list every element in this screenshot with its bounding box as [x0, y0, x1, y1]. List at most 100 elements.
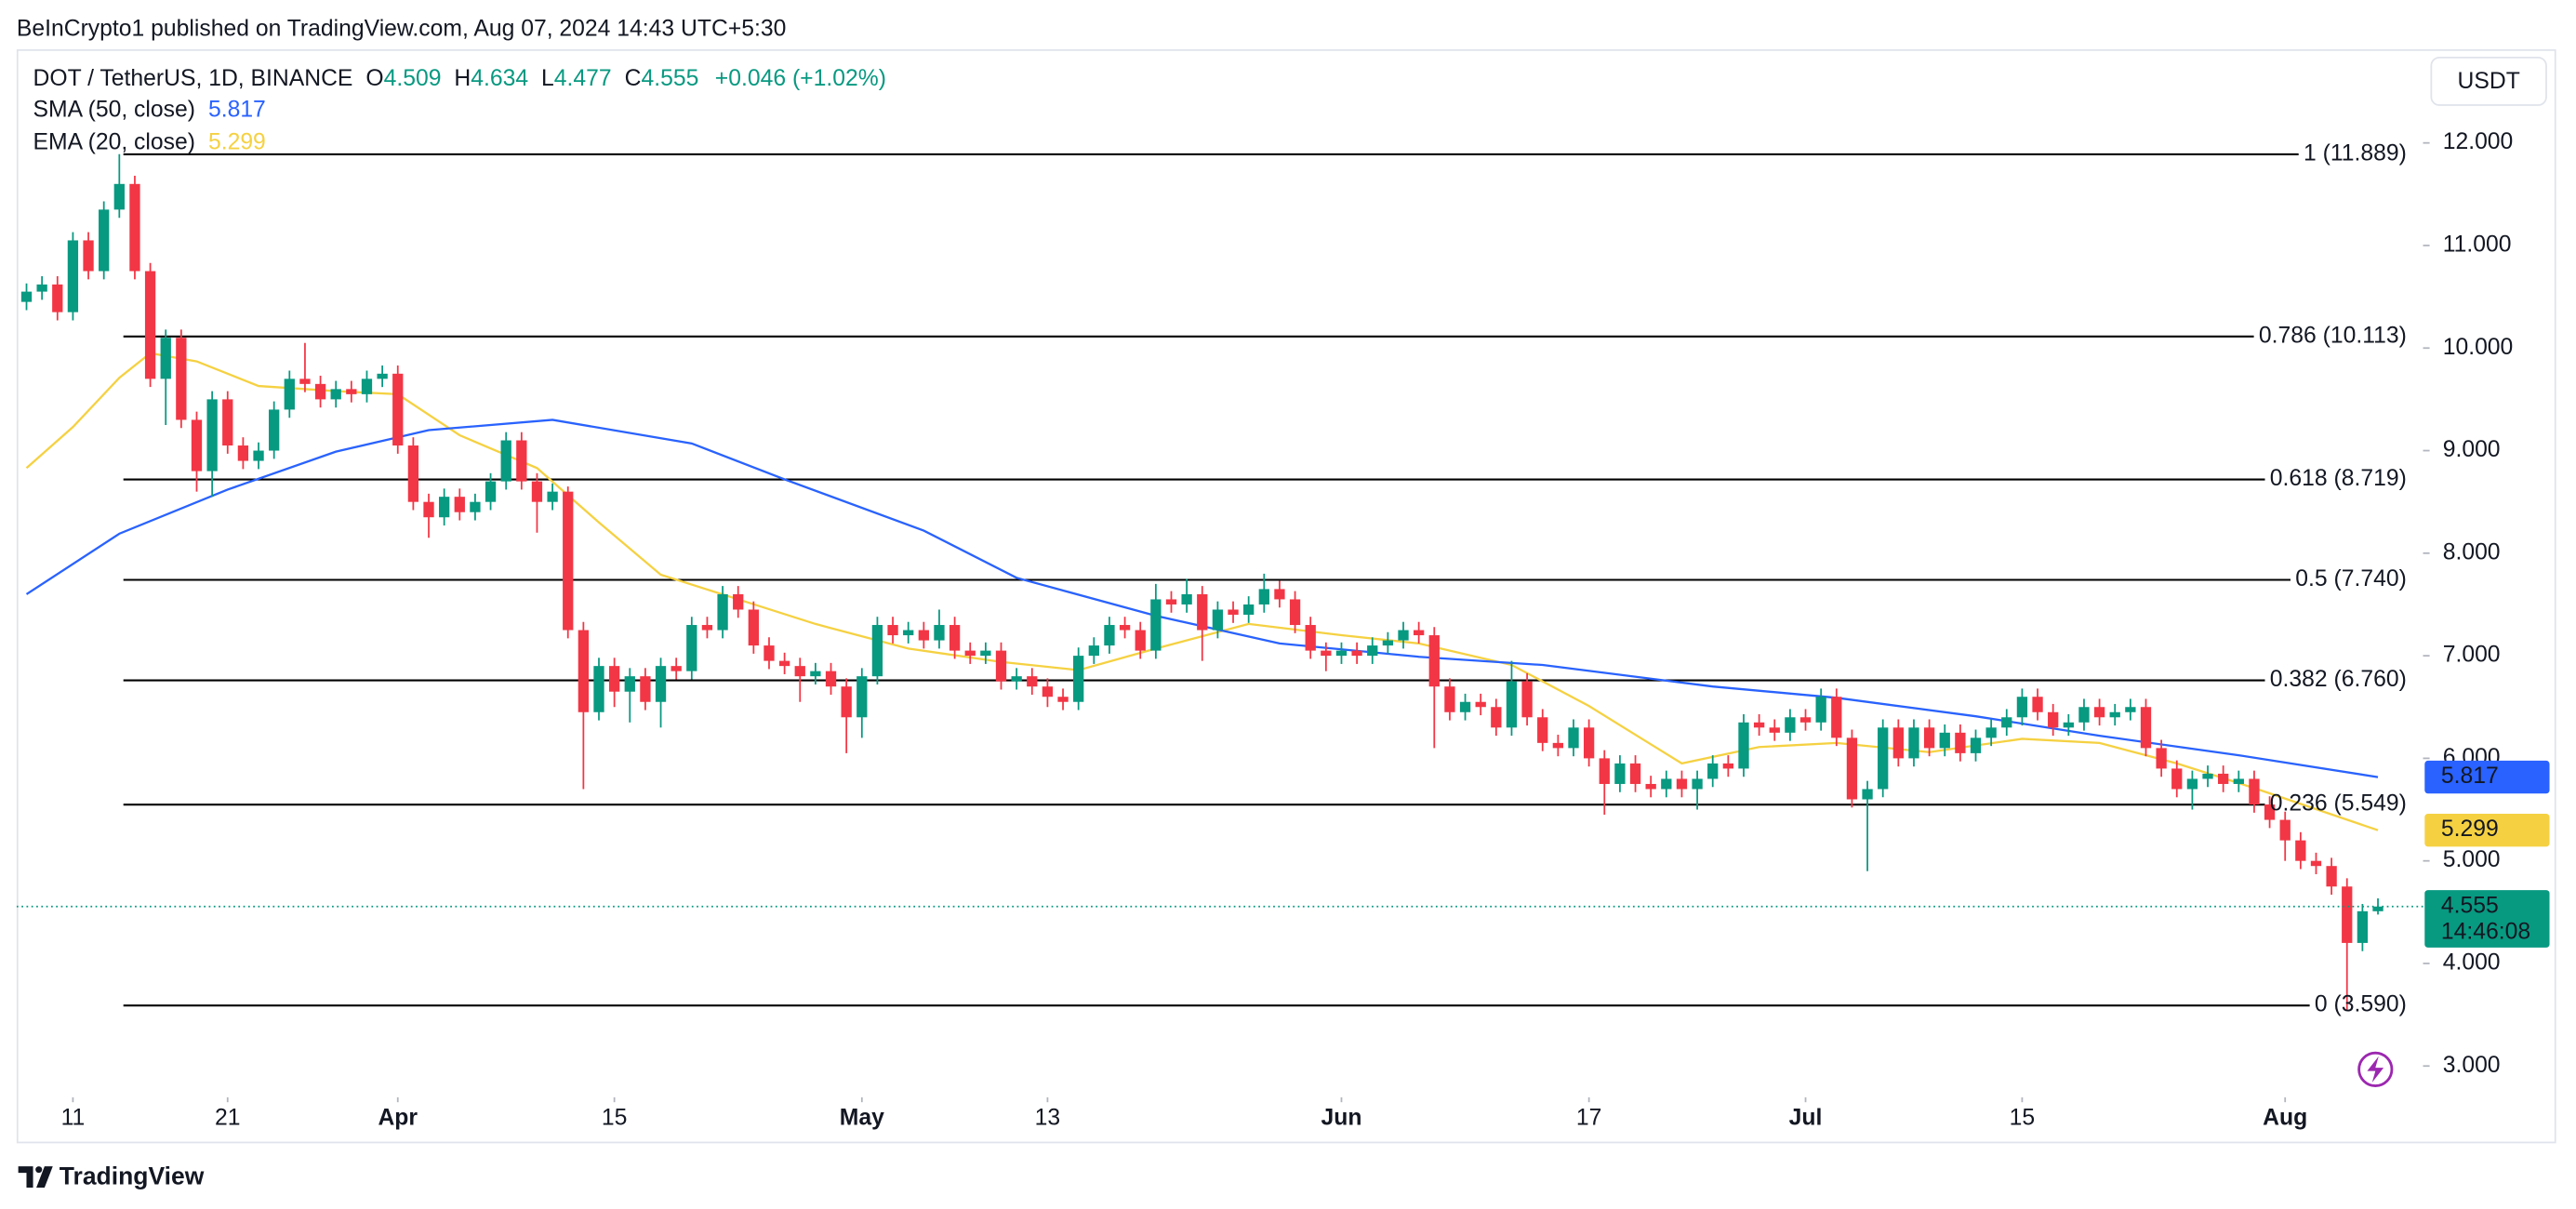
candle-body [701, 625, 713, 631]
candle-body [2233, 778, 2244, 784]
candle-body [1908, 727, 1919, 759]
candle-body [20, 291, 33, 302]
candle-body [83, 240, 94, 272]
ohlc-value: 4.477 [554, 65, 612, 90]
icon-bolt[interactable] [2367, 1056, 2384, 1083]
candle-body [2202, 773, 2213, 779]
candle-body [1258, 589, 1269, 604]
candle-body [1692, 778, 1703, 790]
x-tick-label: Jun [1321, 1105, 1362, 1130]
candle-body [640, 676, 651, 702]
candle-body [2279, 819, 2291, 841]
candle-body [454, 497, 465, 512]
ohlc-label: L [541, 65, 554, 90]
x-tick-label: 15 [602, 1105, 628, 1130]
currency-button[interactable] [2430, 56, 2547, 106]
candle-body [1970, 737, 1982, 753]
x-tick-label: Aug [2263, 1105, 2307, 1130]
candle-body [1614, 763, 1626, 784]
candle-body [778, 660, 790, 667]
candle-body [1305, 625, 1316, 651]
candle-body [1181, 593, 1192, 604]
candle-body [2372, 906, 2383, 911]
fib-label: 0.236 (5.549) [2270, 791, 2407, 817]
candle-body [903, 630, 914, 636]
candle-body [1785, 717, 1796, 733]
candle-body [1104, 625, 1115, 646]
candle-body [1351, 650, 1362, 657]
candle-body [1228, 609, 1239, 615]
ohlc-label: H [454, 65, 471, 90]
candle-body [2001, 717, 2012, 728]
candle-body [67, 240, 79, 312]
candle-body [563, 491, 574, 631]
x-tick-label: Jul [1789, 1105, 1823, 1130]
candle-body [1521, 681, 1533, 718]
candle-body [1892, 727, 1904, 759]
candle-body [253, 450, 264, 461]
candle-body [825, 671, 837, 687]
candle-body [2063, 722, 2074, 728]
candle-body [2156, 748, 2167, 769]
candle-body [2310, 860, 2322, 867]
fib-label: 0.382 (6.760) [2270, 667, 2407, 692]
candle-body [980, 650, 991, 657]
candle-body [1428, 635, 1440, 687]
candle-body [608, 666, 620, 692]
candle-body [1846, 737, 1858, 800]
ohlc-label: C [625, 65, 642, 90]
brand-name[interactable]: TradingView [60, 1162, 205, 1189]
x-tick-label: May [840, 1105, 884, 1130]
candle-body [1119, 625, 1131, 631]
x-tick-label: 17 [1576, 1105, 1602, 1130]
candle-body [1165, 599, 1177, 604]
candle-body [269, 409, 280, 451]
candle-body [1831, 697, 1842, 738]
candle-body [593, 666, 604, 712]
candle-body [1738, 722, 1749, 769]
logo-dot[interactable] [35, 1166, 43, 1174]
candle-body [206, 399, 218, 472]
y-tick-label: 11.000 [2443, 232, 2512, 257]
candle-body [1769, 727, 1780, 733]
candle-body [191, 419, 203, 472]
candle-body [934, 625, 945, 641]
brand-logo[interactable] [18, 1166, 53, 1189]
lightning-icon[interactable] [2357, 1051, 2394, 1087]
candle-body [1676, 778, 1688, 790]
candle-body [1815, 697, 1826, 723]
candle-body [1042, 686, 1054, 698]
y-tick-label: 9.000 [2443, 437, 2501, 462]
y-tick-label: 4.000 [2443, 950, 2501, 975]
candle-body [129, 183, 140, 272]
candle-body [624, 676, 635, 692]
candle-body [144, 271, 156, 379]
candle-body [1398, 630, 1409, 641]
candle-body [1475, 701, 1486, 708]
sma-value: 5.817 [208, 97, 266, 122]
fib-label: 0.5 (7.740) [2295, 566, 2407, 591]
candle-body [314, 383, 326, 400]
fib-label: 0.618 (8.719) [2270, 466, 2407, 491]
candle-body [485, 481, 497, 502]
sma-badge [2424, 760, 2550, 794]
candle-body [1707, 763, 1719, 779]
x-tick-label: 21 [215, 1105, 240, 1130]
candle-body [717, 593, 728, 631]
logo-v[interactable] [36, 1166, 53, 1189]
candle-body [671, 666, 682, 671]
candle-body [439, 497, 450, 518]
currency-label[interactable]: USDT [2458, 69, 2520, 94]
price-axis: 3.0004.0005.0006.0007.0008.0009.00010.00… [61, 129, 2514, 1130]
icon-circle[interactable] [2357, 1051, 2394, 1087]
candle-body [918, 630, 929, 641]
candle-body [2032, 697, 2043, 712]
ema-value: 5.299 [208, 129, 266, 154]
candle-body [1985, 727, 1997, 738]
candle-body [733, 593, 744, 610]
ohlc-value: 4.634 [471, 65, 528, 90]
logo-t[interactable] [18, 1166, 33, 1189]
